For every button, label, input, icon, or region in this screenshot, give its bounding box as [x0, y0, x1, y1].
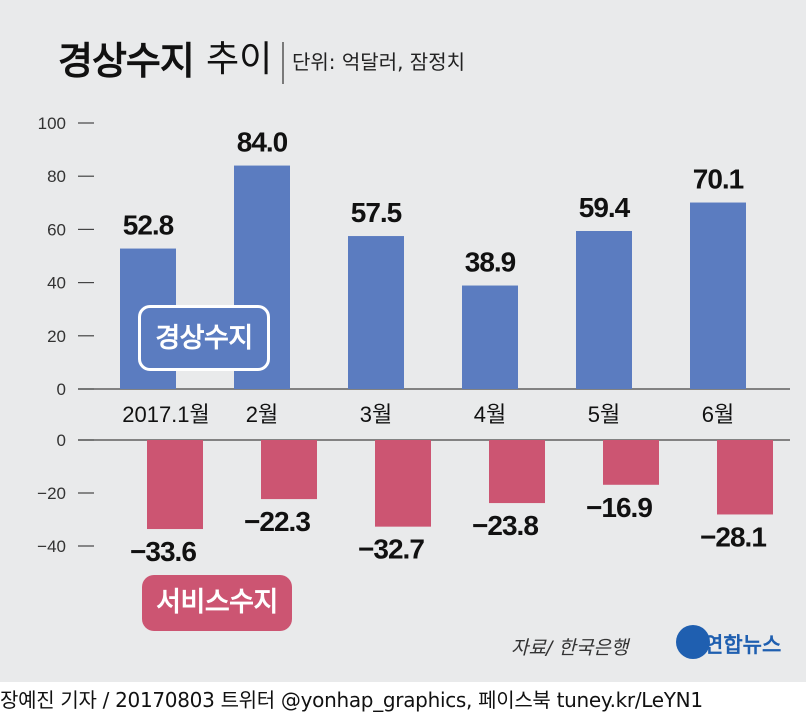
- category-label: 2017.1월: [122, 402, 210, 427]
- current-account-bar: [576, 230, 632, 389]
- y-tick-label: 40: [47, 274, 66, 293]
- unit-note: 단위: 억달러, 잠정치: [292, 50, 466, 74]
- category-labels: 2017.1월 2월 3월 4월 5월 6월: [122, 402, 734, 427]
- chart-title: 경상수지: [58, 39, 195, 83]
- service-account-bar: [375, 440, 431, 527]
- category-label: 3월: [360, 402, 392, 427]
- yonhap-logo-mark-icon: [676, 625, 710, 659]
- current-account-value-label: 84.0: [237, 127, 288, 158]
- current-account-value-label: 38.9: [465, 247, 516, 278]
- y-tick-label: 100: [38, 114, 66, 133]
- service-account-bars: [147, 440, 773, 530]
- source-note: 자료/ 한국은행: [511, 637, 629, 659]
- service-account-bar: [261, 440, 317, 500]
- y-tick-label: 0: [57, 431, 66, 450]
- service-account-value-label: −33.6: [130, 536, 196, 567]
- category-label: 5월: [588, 402, 620, 427]
- service-account-value-label: −16.9: [586, 492, 652, 523]
- current-account-value-label: 52.8: [123, 210, 174, 241]
- service-account-value-label: −23.8: [472, 510, 538, 541]
- current-account-bar: [690, 202, 746, 389]
- category-label: 2월: [246, 402, 278, 427]
- y-tick-label: −20: [37, 484, 66, 503]
- current-account-value-labels: 52.8 84.0 57.5 38.9 59.4 70.1: [123, 127, 745, 278]
- yonhap-logo-text: 연합뉴스: [704, 633, 782, 657]
- service-account-value-labels: −33.6 −22.3 −32.7 −23.8 −16.9 −28.1: [130, 492, 767, 567]
- y-tick-label: 20: [47, 327, 66, 346]
- y-tick-label: 80: [47, 167, 66, 186]
- service-account-value-label: −28.1: [700, 521, 766, 552]
- y-tick-label: 0: [57, 380, 66, 399]
- chart-title-suffix: 추이: [206, 39, 273, 80]
- current-account-axis: 0 20 40 60 80 100: [38, 114, 790, 399]
- category-label: 4월: [474, 402, 506, 427]
- current-account-bar: [462, 285, 518, 389]
- y-tick-label: 60: [47, 220, 66, 239]
- current-account-value-label: 59.4: [579, 192, 631, 223]
- credit-line: 장예진 기자 / 20170803 트위터 @yonhap_graphics, …: [0, 688, 703, 712]
- service-account-bar: [147, 440, 203, 530]
- bar-chart: 0 20 40 60 80 100 52.8 84.0 57.5 38.9 59.4 70.1 20…: [37, 42, 790, 567]
- service-account-value-label: −22.3: [244, 506, 310, 537]
- service-account-bar: [489, 440, 545, 504]
- current-account-bar: [348, 236, 404, 389]
- service-account-legend-badge: 서비스수지: [142, 575, 292, 631]
- current-account-value-label: 57.5: [351, 197, 402, 228]
- current-account-value-label: 70.1: [693, 164, 744, 195]
- category-label: 6월: [702, 402, 734, 427]
- y-tick-label: −40: [37, 537, 66, 556]
- service-account-bar: [717, 440, 773, 515]
- current-account-legend-badge: 경상수지: [138, 305, 270, 371]
- service-account-bar: [603, 440, 659, 485]
- service-account-value-label: −32.7: [358, 534, 424, 565]
